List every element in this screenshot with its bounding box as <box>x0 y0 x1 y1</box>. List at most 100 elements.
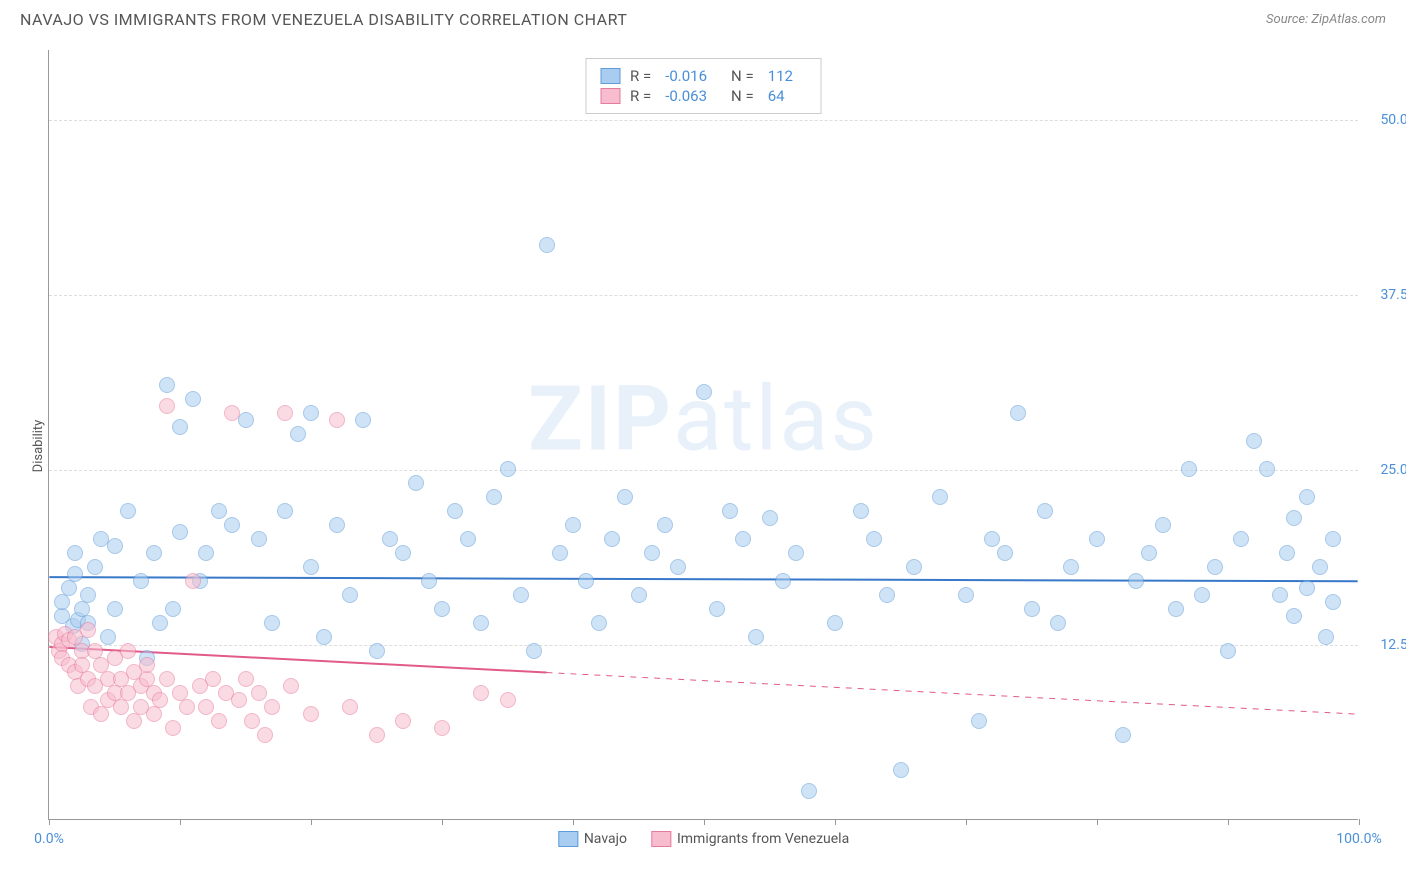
data-point <box>369 727 385 743</box>
legend-n-value: 112 <box>768 67 793 85</box>
data-point <box>126 713 142 729</box>
data-point <box>735 531 751 547</box>
legend-swatch <box>600 88 620 104</box>
data-point <box>67 566 83 582</box>
legend-r-value: -0.063 <box>665 87 707 105</box>
data-point <box>152 692 168 708</box>
data-point <box>578 573 594 589</box>
data-point <box>984 531 1000 547</box>
data-point <box>395 713 411 729</box>
x-tick <box>835 819 836 825</box>
data-point <box>264 615 280 631</box>
legend-r-label: R = <box>630 67 651 85</box>
data-point <box>722 503 738 519</box>
data-point <box>342 699 358 715</box>
data-point <box>1299 580 1315 596</box>
legend-n-label: N = <box>731 87 754 105</box>
legend-swatch <box>651 831 671 847</box>
y-tick-label: 37.5% <box>1380 287 1406 303</box>
data-point <box>1233 531 1249 547</box>
data-point <box>958 587 974 603</box>
data-point <box>997 545 1013 561</box>
data-point <box>565 517 581 533</box>
data-point <box>93 706 109 722</box>
data-point <box>801 783 817 799</box>
x-tick <box>311 819 312 825</box>
data-point <box>1279 545 1295 561</box>
data-point <box>159 377 175 393</box>
data-point <box>447 503 463 519</box>
data-point <box>1194 587 1210 603</box>
data-point <box>1050 615 1066 631</box>
data-point <box>631 587 647 603</box>
data-point <box>500 461 516 477</box>
x-tick <box>1097 819 1098 825</box>
data-point <box>283 678 299 694</box>
data-point <box>251 685 267 701</box>
x-tick <box>442 819 443 825</box>
data-point <box>120 643 136 659</box>
legend-stats: R =-0.016 N =112 R = -0.063 N = 64 <box>585 58 822 114</box>
data-point <box>146 545 162 561</box>
data-point <box>1181 461 1197 477</box>
data-point <box>231 692 247 708</box>
legend-n-value: 64 <box>768 87 785 105</box>
data-point <box>644 545 660 561</box>
data-point <box>1299 489 1315 505</box>
data-point <box>657 517 673 533</box>
data-point <box>211 713 227 729</box>
data-point <box>617 489 633 505</box>
data-point <box>1063 559 1079 575</box>
data-point <box>303 706 319 722</box>
gridline <box>49 470 1358 471</box>
data-point <box>421 573 437 589</box>
x-tick <box>573 819 574 825</box>
data-point <box>1115 727 1131 743</box>
legend-series-label: Navajo <box>584 831 627 847</box>
legend-stat-row: R =-0.016 N =112 <box>600 67 807 85</box>
x-tick <box>704 819 705 825</box>
legend-series-label: Immigrants from Venezuela <box>677 831 849 847</box>
data-point <box>172 524 188 540</box>
data-point <box>1312 559 1328 575</box>
data-point <box>172 419 188 435</box>
data-point <box>513 587 529 603</box>
data-point <box>264 699 280 715</box>
data-point <box>133 573 149 589</box>
data-point <box>257 727 273 743</box>
data-point <box>1286 510 1302 526</box>
data-point <box>670 559 686 575</box>
data-point <box>473 685 489 701</box>
data-point <box>539 237 555 253</box>
data-point <box>434 601 450 617</box>
chart-plot-area: ZIPatlas 12.5%25.0%37.5%50.0% 0.0%100.0%… <box>48 50 1358 820</box>
y-axis-label: Disability <box>31 420 46 473</box>
data-point <box>382 531 398 547</box>
data-point <box>244 713 260 729</box>
data-point <box>932 489 948 505</box>
data-point <box>827 615 843 631</box>
gridline <box>49 120 1358 121</box>
data-point <box>1010 405 1026 421</box>
data-point <box>54 594 70 610</box>
data-point <box>100 629 116 645</box>
data-point <box>342 587 358 603</box>
data-point <box>238 671 254 687</box>
data-point <box>80 622 96 638</box>
data-point <box>61 580 77 596</box>
data-point <box>709 601 725 617</box>
data-point <box>165 601 181 617</box>
data-point <box>185 391 201 407</box>
data-point <box>185 573 201 589</box>
data-point <box>1325 531 1341 547</box>
x-tick <box>180 819 181 825</box>
data-point <box>80 587 96 603</box>
chart-title: NAVAJO VS IMMIGRANTS FROM VENEZUELA DISA… <box>20 10 627 29</box>
data-point <box>775 573 791 589</box>
legend-swatch <box>558 831 578 847</box>
data-point <box>473 615 489 631</box>
data-point <box>1220 643 1236 659</box>
data-point <box>277 503 293 519</box>
y-tick-label: 50.0% <box>1380 112 1406 128</box>
data-point <box>67 545 83 561</box>
